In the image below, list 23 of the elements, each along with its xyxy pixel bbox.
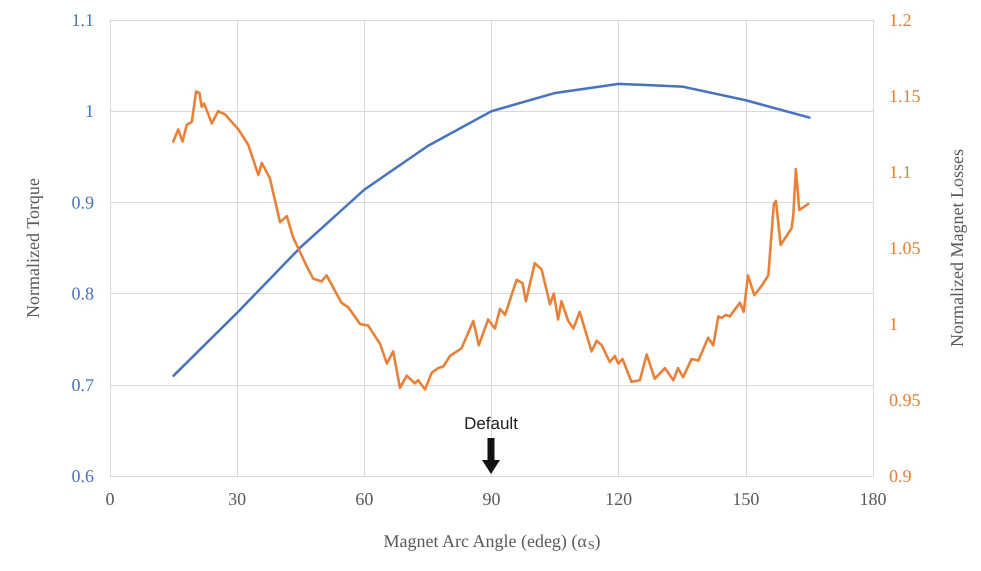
y2-tick-label: 0.9: [889, 466, 912, 486]
y2-tick-label: 1.05: [889, 238, 920, 258]
x-tick-label: 90: [482, 489, 500, 509]
y2-tick-label: 1: [889, 314, 898, 334]
y2-axis-title: Normalized Magnet Losses: [947, 149, 967, 347]
x-tick-label: 30: [228, 489, 246, 509]
y2-tick-label: 1.2: [889, 10, 912, 30]
x-tick-label: 0: [106, 489, 114, 509]
y-tick-label: 1.1: [72, 10, 94, 30]
x-tick-label: 150: [732, 489, 760, 509]
x-tick-label: 180: [860, 489, 886, 509]
x-tick-label: 120: [605, 489, 632, 509]
y2-tick-label: 1.15: [889, 86, 920, 106]
annotation: Default: [464, 414, 518, 433]
y-tick-label: 0.7: [72, 374, 94, 395]
y-tick-label: 1: [85, 101, 94, 122]
x-tick-label: 60: [355, 489, 374, 509]
y2-tick-label: 1.1: [889, 162, 912, 182]
y-tick-label: 0.6: [72, 466, 94, 486]
y-tick-label: 0.8: [72, 284, 94, 304]
y-tick-label: 0.9: [72, 192, 94, 212]
y-axis-title: Normalized Torque: [23, 178, 43, 318]
y2-tick-label: 0.95: [889, 390, 920, 410]
